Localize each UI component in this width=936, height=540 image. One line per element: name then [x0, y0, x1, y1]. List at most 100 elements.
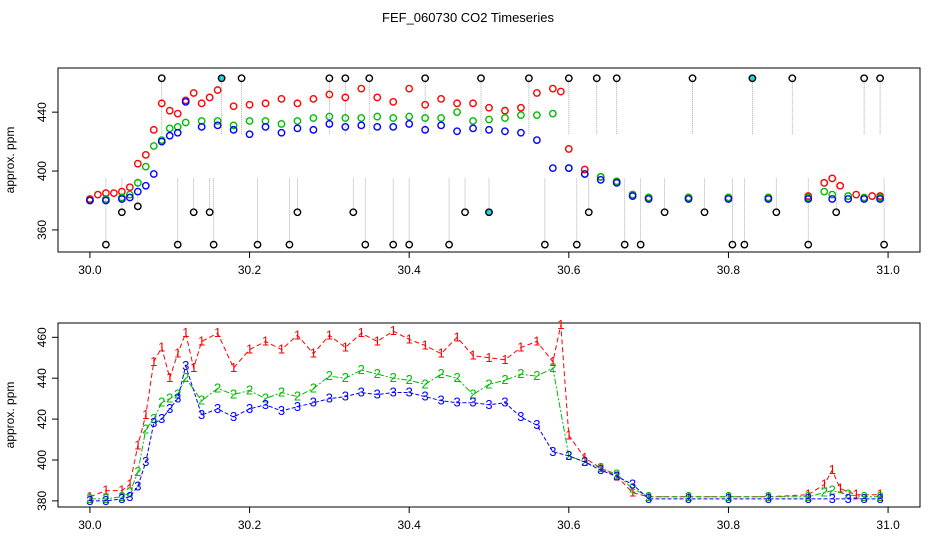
bottom-series-2-marker: 2 — [390, 370, 397, 385]
panel2-y-tick-label: 400 — [35, 450, 49, 470]
bottom-series-2-marker: 2 — [406, 372, 413, 387]
top-series-3-point — [421, 125, 430, 134]
bottom-series-2-marker: 2 — [829, 483, 836, 498]
top-spike-point — [880, 240, 888, 249]
top-series-1-point — [532, 89, 541, 97]
top-series-1-point — [453, 99, 461, 108]
top-series-1-point — [517, 103, 525, 112]
chart-title: FEF_060730 CO2 Timeseries — [382, 10, 554, 25]
top-series-2-point — [165, 124, 174, 133]
top-series-3-point — [357, 121, 366, 130]
top-spike-point — [405, 240, 414, 249]
top-series-3-point — [804, 195, 813, 203]
top-spike-point — [485, 208, 493, 217]
top-series-2-point — [325, 112, 334, 121]
bottom-series-2-marker: 2 — [310, 380, 317, 395]
panel2-y-tick-label: 440 — [35, 368, 49, 388]
bottom-series-1-marker: 1 — [517, 340, 524, 355]
bottom-series-2-marker: 2 — [374, 366, 381, 381]
bottom-series-2-marker: 2 — [246, 382, 253, 397]
top-series-1-point — [277, 95, 286, 103]
top-series-3-point — [157, 137, 166, 146]
bottom-series-2-marker: 2 — [765, 489, 772, 504]
bottom-series-2-marker: 2 — [861, 489, 868, 504]
bottom-series-1-marker: 1 — [581, 450, 588, 465]
bottom-series-2-marker: 2 — [102, 491, 109, 506]
bottom-series-1-marker: 1 — [805, 487, 812, 502]
top-series-3-point — [876, 195, 884, 203]
bottom-series-3-marker: 3 — [517, 409, 524, 424]
bottom-series-1-marker: 1 — [262, 333, 269, 348]
bottom-series-3-marker: 3 — [126, 489, 133, 504]
top-series-1-point — [229, 102, 238, 111]
top-spike-point — [349, 208, 358, 217]
top-spike-point — [832, 208, 841, 217]
top-series-3-point — [86, 196, 94, 205]
bottom-series-1-marker: 1 — [150, 354, 157, 369]
top-series-2-point — [820, 187, 829, 196]
top-spike-point — [361, 240, 370, 249]
bottom-series-1-marker: 1 — [437, 346, 444, 361]
top-series-3-point — [197, 122, 206, 131]
bottom-series-2-marker: 2 — [821, 485, 828, 500]
top-spike-point — [660, 208, 669, 217]
top-series-1-point — [485, 103, 493, 112]
bottom-series-1-marker: 1 — [557, 317, 564, 332]
top-y-axis-label: approx. ppm — [3, 127, 17, 194]
top-series-2-point — [309, 114, 318, 122]
bottom-series-2-marker: 2 — [453, 370, 460, 385]
panel2-x-tick-label: 30.4 — [398, 518, 422, 532]
top-series-3-point — [117, 195, 126, 203]
top-series-3-point — [564, 164, 573, 172]
top-spike-point — [205, 208, 214, 217]
bottom-series-2-marker: 2 — [174, 387, 181, 402]
bottom-series-1-marker: 1 — [390, 323, 397, 338]
bottom-series-2-marker: 2 — [358, 362, 365, 377]
bottom-series-2-marker: 2 — [685, 489, 692, 504]
top-series-3-point — [437, 121, 446, 130]
top-spike-point — [620, 240, 629, 249]
top-spike-point — [389, 240, 398, 249]
bottom-series-1-marker: 1 — [422, 337, 429, 352]
panel1-x-tick-label: 31.0 — [876, 263, 900, 277]
bottom-series-3-marker: 3 — [533, 417, 540, 432]
top-series-2-point — [277, 120, 286, 128]
top-spike-point — [612, 74, 621, 83]
top-series-1-point — [556, 87, 565, 96]
bottom-series-3-marker: 3 — [469, 395, 476, 410]
top-spike-point — [540, 240, 549, 249]
bottom-series-2-marker: 2 — [422, 376, 429, 391]
bottom-series-1-marker: 1 — [406, 331, 413, 346]
top-spike-point — [101, 240, 110, 249]
bottom-series-1-marker: 1 — [853, 487, 860, 502]
bottom-series-3-marker: 3 — [326, 391, 333, 406]
top-series-1-point — [149, 125, 158, 134]
bottom-series-2-marker: 2 — [230, 387, 237, 402]
top-series-1-point — [189, 89, 198, 97]
bottom-series-1-marker: 1 — [278, 342, 285, 357]
bottom-series-2-marker: 2 — [158, 395, 165, 410]
top-series-1-point — [836, 181, 845, 190]
top-series-2-point — [469, 117, 477, 125]
top-series-1-point — [157, 99, 166, 108]
top-series-1-point — [852, 190, 861, 199]
bottom-series-1-marker: 1 — [549, 354, 556, 369]
top-series-2-point — [133, 178, 142, 187]
bottom-series-3-marker: 3 — [861, 491, 868, 506]
top-series-3-point — [173, 128, 182, 137]
top-spike-point — [253, 240, 262, 249]
top-series-2-point — [181, 118, 190, 127]
bottom-series-2-marker: 2 — [876, 489, 883, 504]
top-spike-point — [325, 74, 334, 83]
top-spike-point — [592, 74, 601, 83]
top-series-2-point — [596, 173, 605, 181]
top-series-2-point — [141, 162, 150, 171]
bottom-series-3-marker: 3 — [565, 448, 572, 463]
top-series-2-point — [421, 114, 430, 122]
bottom-series-1-marker: 1 — [86, 489, 93, 504]
bottom-series-3-marker: 3 — [118, 491, 125, 506]
bottom-series-2-line — [89, 367, 881, 500]
bottom-series-1-marker: 1 — [214, 325, 221, 340]
bottom-series-1-marker: 1 — [533, 333, 540, 348]
top-series-1-point — [141, 150, 150, 159]
